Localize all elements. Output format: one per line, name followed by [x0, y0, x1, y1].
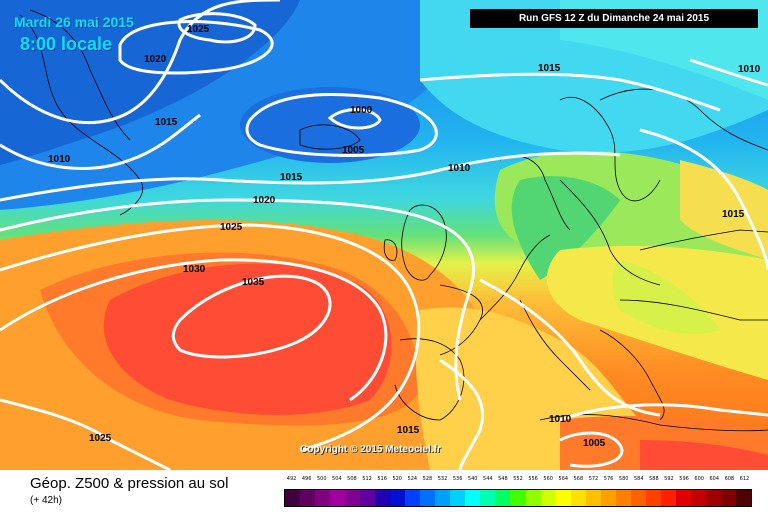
scale-swatch [525, 490, 541, 506]
isobar-label: 1035 [242, 277, 265, 288]
field-svg: 1025 1020 1015 1010 1000 1005 1015 1010 … [0, 0, 768, 470]
scale-swatch [630, 490, 646, 506]
forecast-local-time: 8:00 locale [20, 34, 113, 54]
scale-swatch [555, 490, 571, 506]
isobar-label: 1005 [583, 438, 606, 449]
scale-swatch [435, 490, 451, 506]
model-run-info: Run GFS 12 Z du Dimanche 24 mai 2015 [470, 9, 758, 28]
chart-title: Géop. Z500 & pression au sol [30, 475, 229, 492]
isobar-label: 1030 [183, 264, 206, 275]
scale-label: 528 [422, 476, 433, 482]
scale-label: 544 [483, 476, 493, 482]
scale-label: 584 [633, 476, 644, 482]
scale-label: 604 [709, 476, 720, 482]
geopotential-field [0, 0, 768, 470]
isobar-label: 1025 [220, 222, 243, 233]
copyright-text: Copyright © 2015 Meteociel.fr [300, 444, 441, 455]
scale-label: 536 [452, 476, 463, 482]
scale-swatch [645, 490, 661, 506]
scale-label: 496 [301, 476, 312, 482]
isobar-label: 1010 [549, 414, 572, 425]
scale-swatch [360, 490, 376, 506]
scale-label: 596 [679, 476, 689, 482]
scale-swatch [600, 490, 616, 506]
isobar-label: 1015 [722, 209, 745, 220]
scale-swatch [300, 490, 316, 506]
scale-label: 576 [603, 476, 614, 482]
scale-swatch [450, 490, 466, 506]
scale-label: 500 [316, 476, 327, 482]
scale-swatch [540, 490, 556, 506]
scale-swatch [330, 490, 346, 506]
scale-label: 524 [407, 476, 418, 482]
scale-label: 608 [724, 476, 735, 482]
scale-swatch [690, 490, 706, 506]
scale-swatch [495, 490, 511, 506]
isobar-label: 1010 [448, 163, 471, 174]
scale-label: 588 [649, 476, 659, 482]
scale-label: 548 [498, 476, 508, 482]
scale-label: 504 [332, 476, 342, 482]
isobar-label: 1010 [48, 154, 71, 165]
map-area: 1025 1020 1015 1010 1000 1005 1015 1010 … [0, 0, 768, 470]
scale-swatch [660, 490, 676, 506]
scale-label: 532 [437, 476, 448, 482]
isobar-label: 1005 [342, 145, 365, 156]
scale-swatch [510, 490, 526, 506]
scale-swatch [420, 490, 436, 506]
isobar-label: 1025 [187, 24, 210, 35]
scale-label: 572 [588, 476, 599, 482]
scale-label: 600 [694, 476, 704, 482]
scale-label: 516 [377, 476, 387, 482]
isobar-label: 1020 [253, 195, 276, 206]
scale-swatch [570, 490, 586, 506]
scale-label: 580 [618, 476, 629, 482]
isobar-label: 1015 [155, 117, 178, 128]
scale-swatch [465, 490, 481, 506]
scale-swatch [375, 490, 391, 506]
scale-swatch [735, 490, 751, 506]
coastlines [19, 9, 768, 432]
scale-label: 520 [392, 476, 402, 482]
scale-label: 552 [513, 476, 523, 482]
scale-label: 492 [286, 476, 297, 482]
isobar-label: 1015 [538, 63, 561, 74]
isobar-label: 1020 [144, 54, 167, 65]
scale-label: 564 [558, 476, 569, 482]
forecast-date: Mardi 26 mai 2015 [14, 14, 134, 30]
isobar-label: 1015 [280, 172, 303, 183]
isobar-label: 1025 [89, 433, 112, 444]
isobar-label: 1015 [397, 425, 420, 436]
forecast-lead: (+ 42h) [30, 495, 62, 506]
scale-swatch [675, 490, 691, 506]
color-scale-labels: 492 496 500 504 508 512 516 520 524 528 532 536 540 5… [284, 476, 752, 486]
scale-swatch [615, 490, 631, 506]
isobar-label: 1000 [350, 105, 373, 116]
scale-label: 556 [528, 476, 538, 482]
scale-swatch [480, 490, 496, 506]
scale-label: 560 [543, 476, 553, 482]
isobar-labels: 1025 1020 1015 1010 1000 1005 1015 1010 … [48, 24, 761, 449]
color-scale-bar [284, 489, 752, 507]
scale-swatch [705, 490, 721, 506]
isobars [0, 0, 768, 470]
scale-label: 508 [347, 476, 357, 482]
scale-swatch [345, 490, 361, 506]
scale-swatch [390, 490, 406, 506]
scale-label: 612 [739, 476, 750, 482]
scale-swatch [720, 490, 736, 506]
scale-label: 540 [467, 476, 478, 482]
scale-label: 512 [362, 476, 372, 482]
isobar-label: 1010 [738, 64, 761, 75]
scale-label: 592 [664, 476, 674, 482]
scale-label: 568 [573, 476, 584, 482]
scale-swatch [315, 490, 331, 506]
scale-swatch [585, 490, 601, 506]
scale-swatch [285, 490, 301, 506]
scale-swatch [405, 490, 421, 506]
